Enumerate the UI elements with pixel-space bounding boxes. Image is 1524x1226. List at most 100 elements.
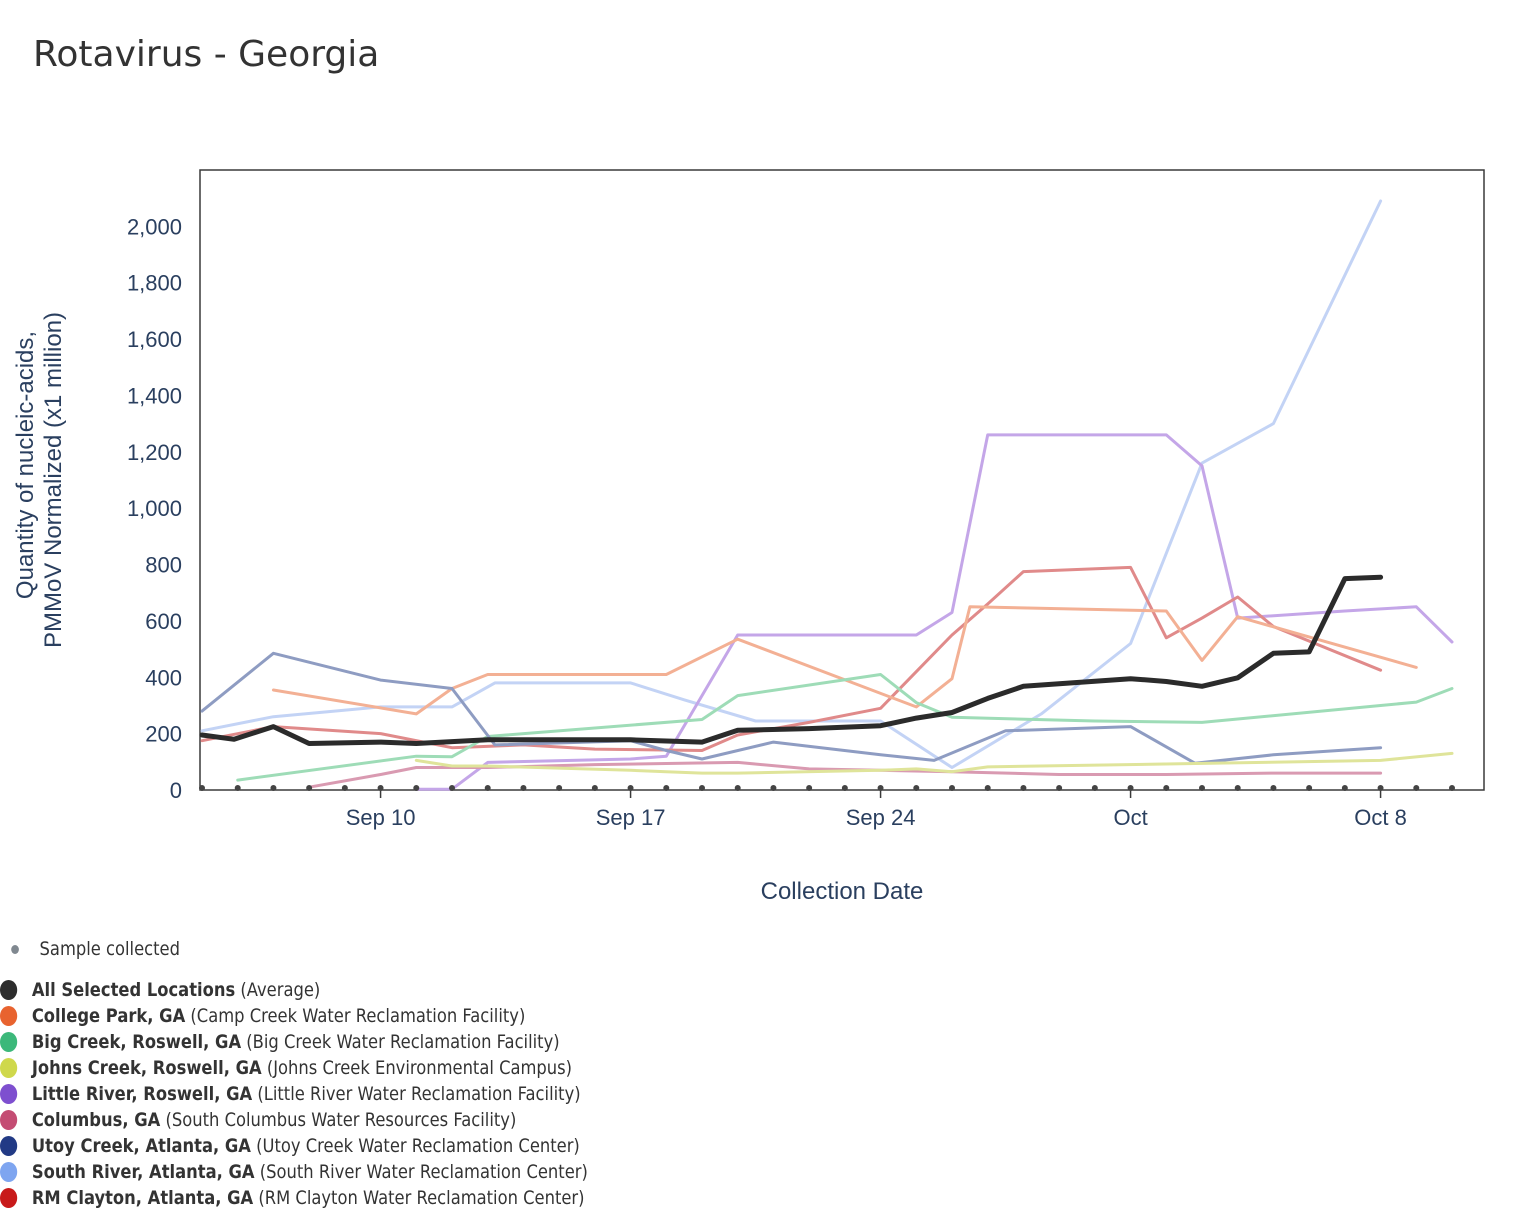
legend-color-dot-icon <box>0 1188 18 1208</box>
legend-item-facility: (Utoy Creek Water Reclamation Center) <box>256 1135 580 1157</box>
y-axis-title-line2: PMMoV Normalized (x1 million) <box>40 312 67 648</box>
legend-item-text: Johns Creek, Roswell, GA (Johns Creek En… <box>32 1055 572 1081</box>
sample-collected-dot <box>1413 785 1420 791</box>
legend-item-name: Utoy Creek, Atlanta, GA <box>31 1135 251 1157</box>
legend-item-name: Little River, Roswell, GA <box>31 1083 253 1105</box>
legend-color-dot-icon <box>0 980 18 1000</box>
legend-item-facility: (Camp Creek Water Reclamation Facility) <box>190 1005 526 1027</box>
legend-item-text: Columbus, GA (South Columbus Water Resou… <box>32 1107 517 1133</box>
y-tick-label: 1,600 <box>127 327 182 352</box>
sample-collected-dot <box>199 785 205 791</box>
y-tick-label: 400 <box>145 665 182 690</box>
legend-color-dot-icon <box>0 1110 18 1130</box>
legend-item-facility: (Average) <box>240 979 321 1001</box>
chart-title: Rotavirus - Georgia <box>33 34 380 75</box>
legend-item-facility: (Big Creek Water Reclamation Facility) <box>246 1031 560 1053</box>
legend-item-facility: (RM Clayton Water Reclamation Center) <box>258 1187 585 1209</box>
legend-item-text: Utoy Creek, Atlanta, GA (Utoy Creek Wate… <box>32 1133 580 1159</box>
legend-color-dot-icon <box>0 1162 18 1182</box>
legend-item-text: Big Creek, Roswell, GA (Big Creek Water … <box>32 1029 560 1055</box>
y-tick-label: 1,800 <box>127 271 182 296</box>
sample-collected-dot <box>841 785 848 791</box>
legend-item-name: Big Creek, Roswell, GA <box>31 1031 242 1053</box>
sample-collected-dot <box>234 785 241 791</box>
y-tick-label: 1,400 <box>127 383 182 408</box>
sample-collected-dot <box>1306 785 1313 791</box>
sample-collected-dot <box>1127 785 1134 791</box>
sample-collected-dot <box>306 785 313 791</box>
sample-collected-dot <box>1341 785 1348 791</box>
sample-collected-dot <box>1377 785 1384 791</box>
x-tick-label: Sep 24 <box>846 805 916 830</box>
legend-item-facility: (Johns Creek Environmental Campus) <box>266 1057 573 1079</box>
legend-item-name: Johns Creek, Roswell, GA <box>31 1057 262 1079</box>
sample-collected-dot <box>270 785 277 791</box>
series-line-south-river-atlanta-ga[interactable] <box>200 199 1383 769</box>
sample-collected-dot <box>1270 785 1277 791</box>
legend-color-dot-icon <box>0 1006 18 1026</box>
legend-sample-collected-label: Sample collected <box>39 938 180 960</box>
x-tick-label: Sep 10 <box>346 805 416 830</box>
sample-collected-dot <box>984 785 991 791</box>
sample-collected-dot <box>520 785 527 791</box>
y-tick-label: 2,000 <box>127 214 182 239</box>
y-axis-title-line1: Quantity of nucleic-acids, <box>12 331 39 599</box>
chart-area: 0 200 400 600 800 1,000 1,200 1,400 1,600 1,800 2,… <box>12 169 1485 905</box>
legend-item-text: South River, Atlanta, GA (South River Wa… <box>32 1159 588 1185</box>
y-tick-label: 1,000 <box>127 496 182 521</box>
legend-color-dot-icon <box>0 1136 18 1156</box>
sample-dot-icon <box>11 945 19 954</box>
x-axis-title: Collection Date <box>761 878 924 905</box>
legend-item-text: RM Clayton, Atlanta, GA (RM Clayton Wate… <box>32 1185 585 1211</box>
legend-item-text: All Selected Locations (Average) <box>32 977 320 1003</box>
legend-item-name: College Park, GA <box>31 1005 186 1027</box>
sample-collected-dot <box>556 785 563 791</box>
x-axis-ticks: Sep 10 Sep 17 Sep 24 Oct Oct 8 <box>346 790 1407 830</box>
sample-collected-dot <box>699 785 705 791</box>
y-tick-label: 600 <box>145 609 182 634</box>
y-tick-label: 200 <box>145 722 182 747</box>
sample-collected-dot <box>877 785 884 791</box>
series-line-johns-creek-roswell-ga[interactable] <box>414 751 1454 775</box>
legend-item-name: Columbus, GA <box>31 1109 161 1131</box>
series-line-big-creek-roswell-ga[interactable] <box>236 673 1454 782</box>
sample-collected-dot <box>663 785 670 791</box>
legend-color-dot-icon <box>0 1058 18 1078</box>
series-line-all-selected-locations[interactable] <box>199 574 1384 746</box>
sample-collected-dot <box>1056 785 1063 791</box>
sample-collected-dot <box>1020 785 1027 791</box>
legend-item-facility: (Little River Water Reclamation Facility… <box>257 1083 581 1105</box>
legend-item-facility: (South River Water Reclamation Center) <box>259 1161 588 1183</box>
sample-collected-dot <box>1234 785 1241 791</box>
sample-collected-dot <box>1163 785 1170 791</box>
x-tick-label: Sep 17 <box>596 805 666 830</box>
series-lines <box>199 199 1454 791</box>
sample-collected-dot <box>734 785 741 791</box>
series-line-rm-clayton-atlanta-ga[interactable] <box>200 565 1383 752</box>
x-tick-label: Oct <box>1113 805 1147 830</box>
sample-collected-dot <box>413 785 420 791</box>
sample-collected-dot <box>1199 785 1205 791</box>
y-tick-label: 800 <box>145 553 182 578</box>
y-tick-label: 0 <box>170 778 182 803</box>
sample-collected-dot <box>627 785 634 791</box>
legend-item-facility: (South Columbus Water Resources Facility… <box>165 1109 517 1131</box>
legend-item-name: All Selected Locations <box>31 979 236 1001</box>
sample-collected-dot <box>484 785 491 791</box>
sample-collected-dot <box>449 785 455 791</box>
legend-color-dot-icon <box>0 1084 18 1104</box>
sample-collected-dot <box>1449 785 1455 791</box>
plot-frame <box>199 169 1485 791</box>
series-line-columbus-ga[interactable] <box>307 760 1383 789</box>
y-axis-ticks: 0 200 400 600 800 1,000 1,200 1,400 1,600 1,800 2,… <box>127 214 182 803</box>
series-line-little-river-roswell-ga[interactable] <box>414 433 1454 791</box>
sample-collected-dot <box>377 785 384 791</box>
sample-collected-dot <box>341 785 348 791</box>
legend-item-name: South River, Atlanta, GA <box>31 1161 255 1183</box>
sample-collected-dot <box>949 785 955 791</box>
series-line-utoy-creek-atlanta-ga[interactable] <box>200 651 1383 765</box>
sample-collected-dot <box>1091 785 1098 791</box>
sample-collected-dot <box>591 785 598 791</box>
x-tick-label: Oct 8 <box>1354 805 1407 830</box>
sample-collected-dot <box>806 785 813 791</box>
